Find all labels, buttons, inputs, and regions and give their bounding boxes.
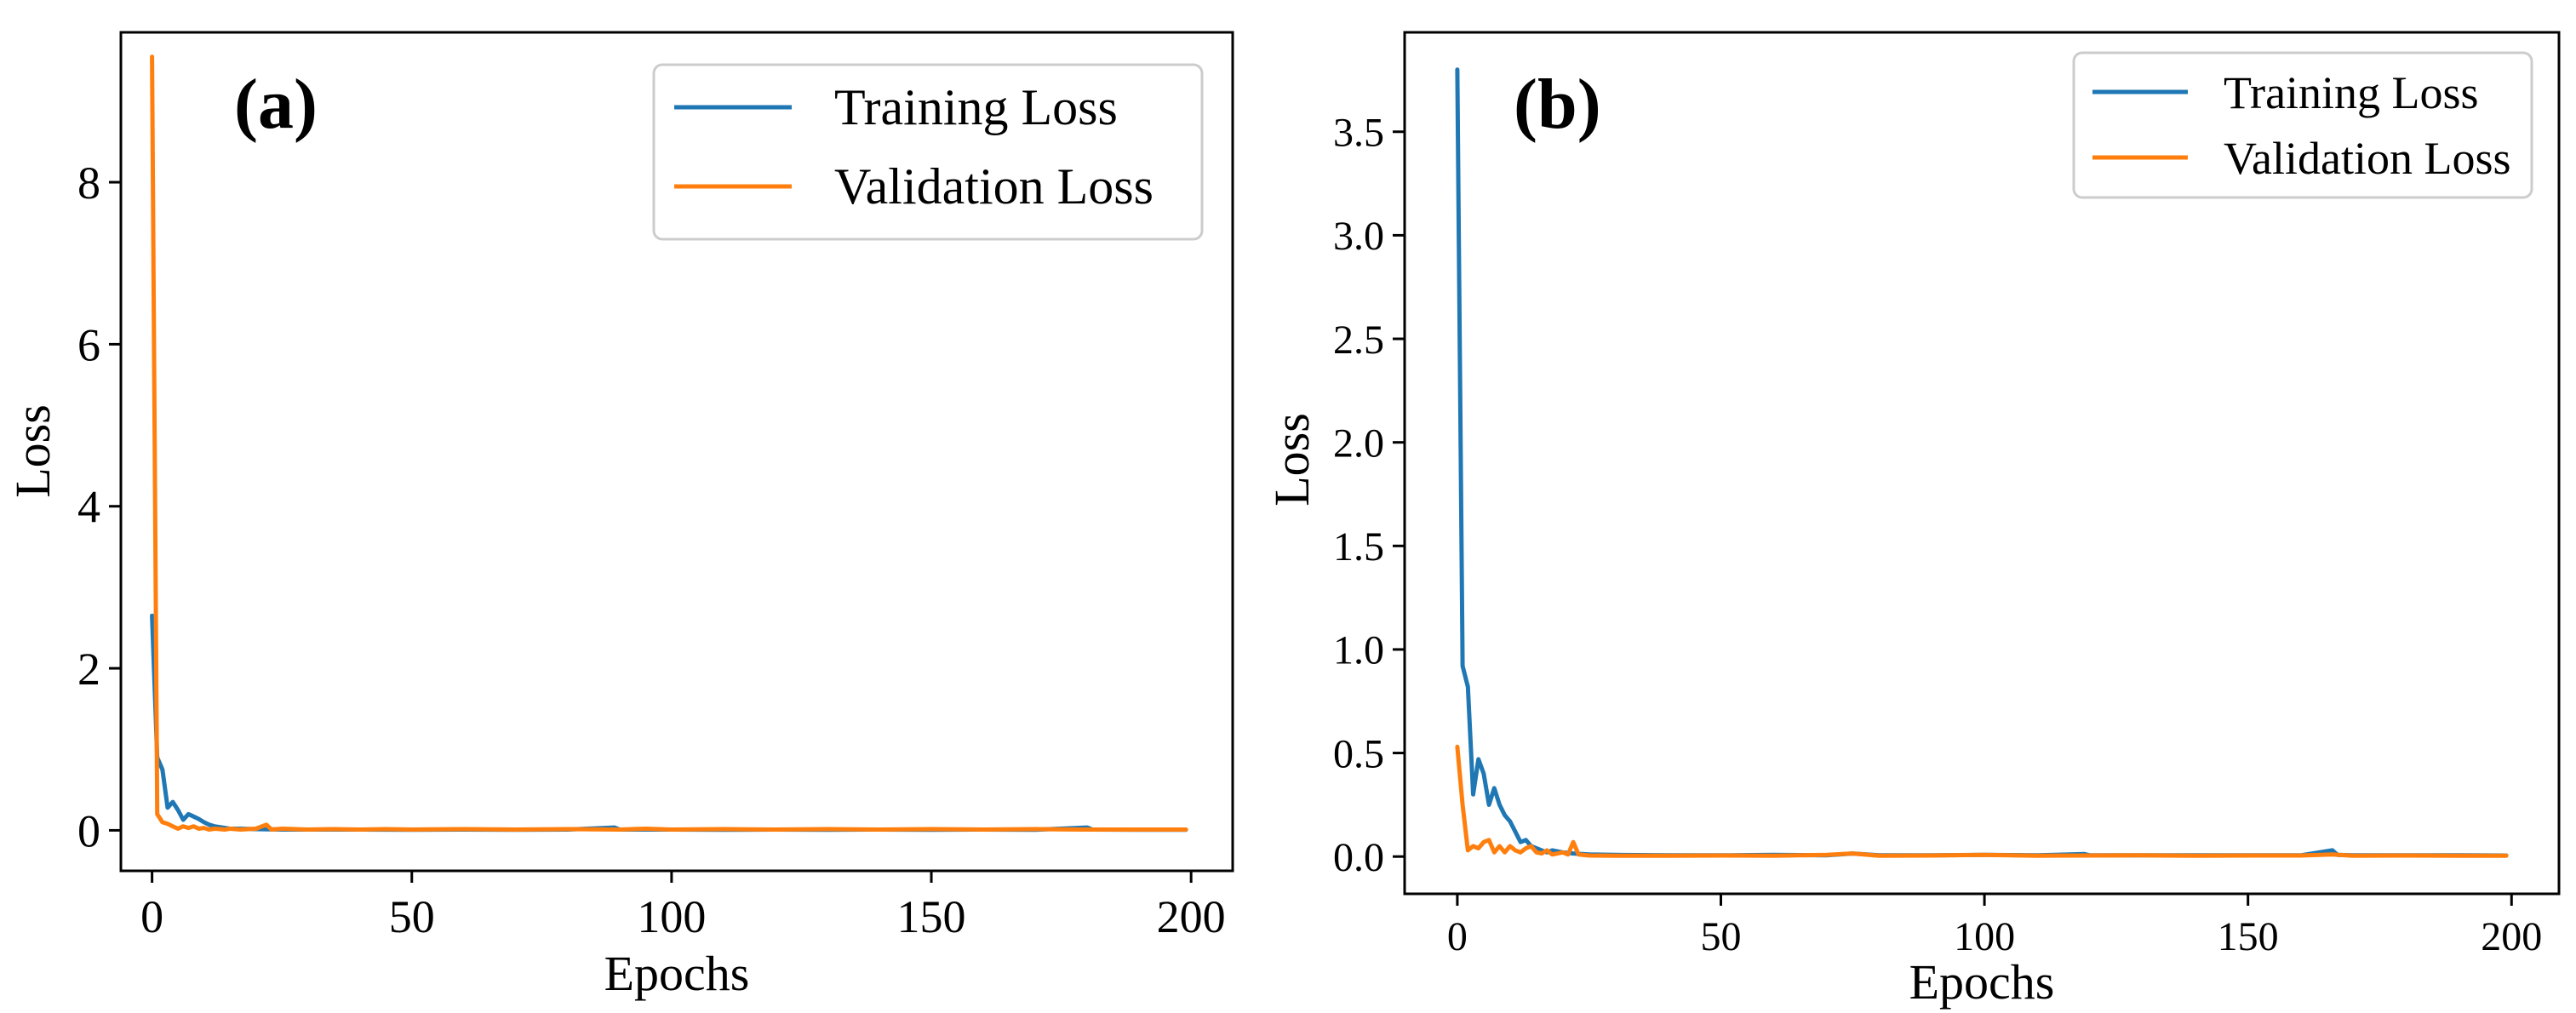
y-tick-label: 0.0 <box>1333 835 1384 880</box>
series-line-training-a <box>150 613 1188 833</box>
y-tick-label: 2.5 <box>1333 318 1384 363</box>
chart-panel-a: 0 50 100 150 200 0 2 4 6 8 Epochs Loss (a) Train… <box>5 31 1234 1001</box>
x-axis-label-b: Epochs <box>1909 954 2055 1010</box>
x-tick-label: 0 <box>1447 914 1468 959</box>
y-tick-label: 6 <box>77 319 100 370</box>
y-tick-label: 3.5 <box>1333 111 1384 156</box>
legend-b: Training Loss Validation Loss <box>2072 51 2533 199</box>
y-tick-label: 1.5 <box>1333 524 1384 569</box>
x-tick-label: 0 <box>140 891 163 942</box>
y-tick-label: 0.5 <box>1333 731 1384 776</box>
x-tick-label: 50 <box>389 891 435 942</box>
legend-label-validation-a: Validation Loss <box>834 158 1153 215</box>
x-tick-label: 100 <box>1954 914 2015 959</box>
x-tick-label: 50 <box>1701 914 1742 959</box>
x-tick-label: 200 <box>2481 914 2542 959</box>
series-line-validation-b <box>1455 744 2509 858</box>
x-tick-label: 150 <box>897 891 966 942</box>
series-layer-b <box>1455 67 2509 858</box>
y-tick-label: 4 <box>77 482 100 533</box>
plot-area-frame-b <box>1403 31 2561 896</box>
legend-label-training-a: Training Loss <box>834 79 1118 135</box>
x-tick-label: 100 <box>637 891 706 942</box>
legend-a: Training Loss Validation Loss <box>652 63 1204 241</box>
plot-area-frame-a <box>119 31 1234 873</box>
y-tick-label: 3.0 <box>1333 214 1384 259</box>
panel-label-b: (b) <box>1514 65 1601 144</box>
x-tick-label: 200 <box>1157 891 1226 942</box>
x-axis-label-a: Epochs <box>604 946 750 1001</box>
series-layer-a <box>150 54 1188 833</box>
y-tick-label: 2.0 <box>1333 421 1384 466</box>
y-tick-label: 2 <box>77 644 100 695</box>
x-tick-label: 150 <box>2218 914 2279 959</box>
series-line-validation-a <box>150 54 1188 832</box>
legend-box-b <box>2072 51 2533 199</box>
y-axis-ticks-a: 0 2 4 6 8 <box>77 157 121 856</box>
panel-label-a: (a) <box>234 65 318 144</box>
x-axis-ticks-a: 0 50 100 150 200 <box>140 871 1226 942</box>
y-tick-label: 8 <box>77 157 100 209</box>
y-axis-label-b: Loss <box>1264 413 1319 506</box>
chart-panel-b: 0 50 100 150 200 0.0 0.5 1.0 1.5 2.0 2.5 3.0 3.5 Ep… <box>1264 31 2561 1010</box>
legend-label-training-b: Training Loss <box>2224 67 2479 118</box>
y-tick-label: 0 <box>77 805 100 856</box>
y-axis-label-a: Loss <box>5 404 60 498</box>
y-axis-ticks-b: 0.0 0.5 1.0 1.5 2.0 2.5 3.0 3.5 <box>1333 111 1405 880</box>
legend-label-validation-b: Validation Loss <box>2224 133 2510 184</box>
x-axis-ticks-b: 0 50 100 150 200 <box>1447 894 2542 959</box>
y-tick-label: 1.0 <box>1333 628 1384 673</box>
